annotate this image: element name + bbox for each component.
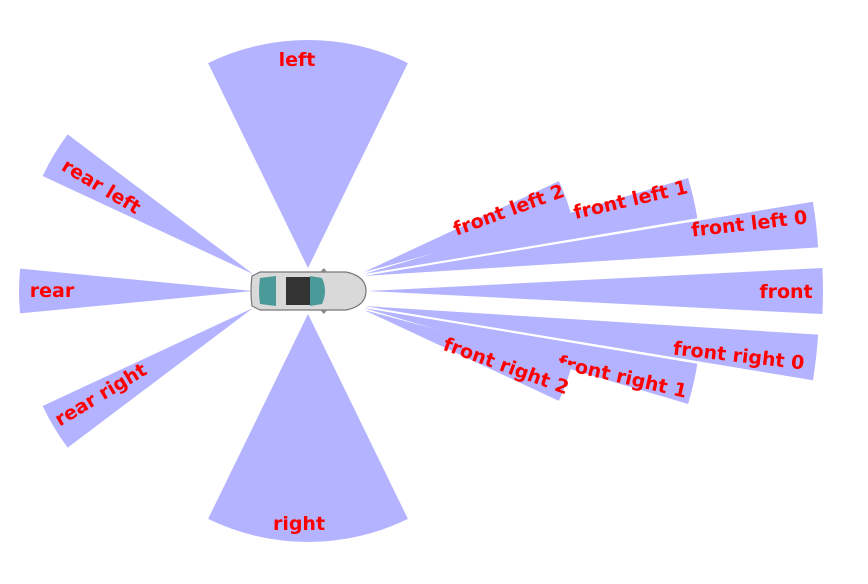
sector-label-left: left — [279, 49, 316, 71]
sector-rear — [19, 268, 253, 314]
sector-rear-left — [42, 134, 254, 274]
car-windshield — [310, 276, 325, 306]
sector-front-left-0 — [364, 201, 819, 276]
sector-front-left-2 — [364, 181, 572, 272]
sector-front-right-2 — [364, 310, 572, 401]
sector-front-right-0 — [364, 306, 819, 381]
car-rear-window — [259, 276, 276, 306]
sector-front — [368, 268, 823, 314]
sector-label-rear: rear — [30, 280, 75, 302]
car-roof — [286, 277, 310, 305]
car-mirror-right — [320, 310, 327, 314]
sector-label-front: front — [759, 281, 812, 303]
sector-rear-right — [42, 308, 254, 448]
sector-left — [208, 40, 408, 268]
car-top-view-icon — [250, 268, 367, 314]
sector-right — [208, 314, 408, 542]
sector-label-right: right — [273, 513, 325, 535]
car-mirror-left — [320, 268, 327, 272]
